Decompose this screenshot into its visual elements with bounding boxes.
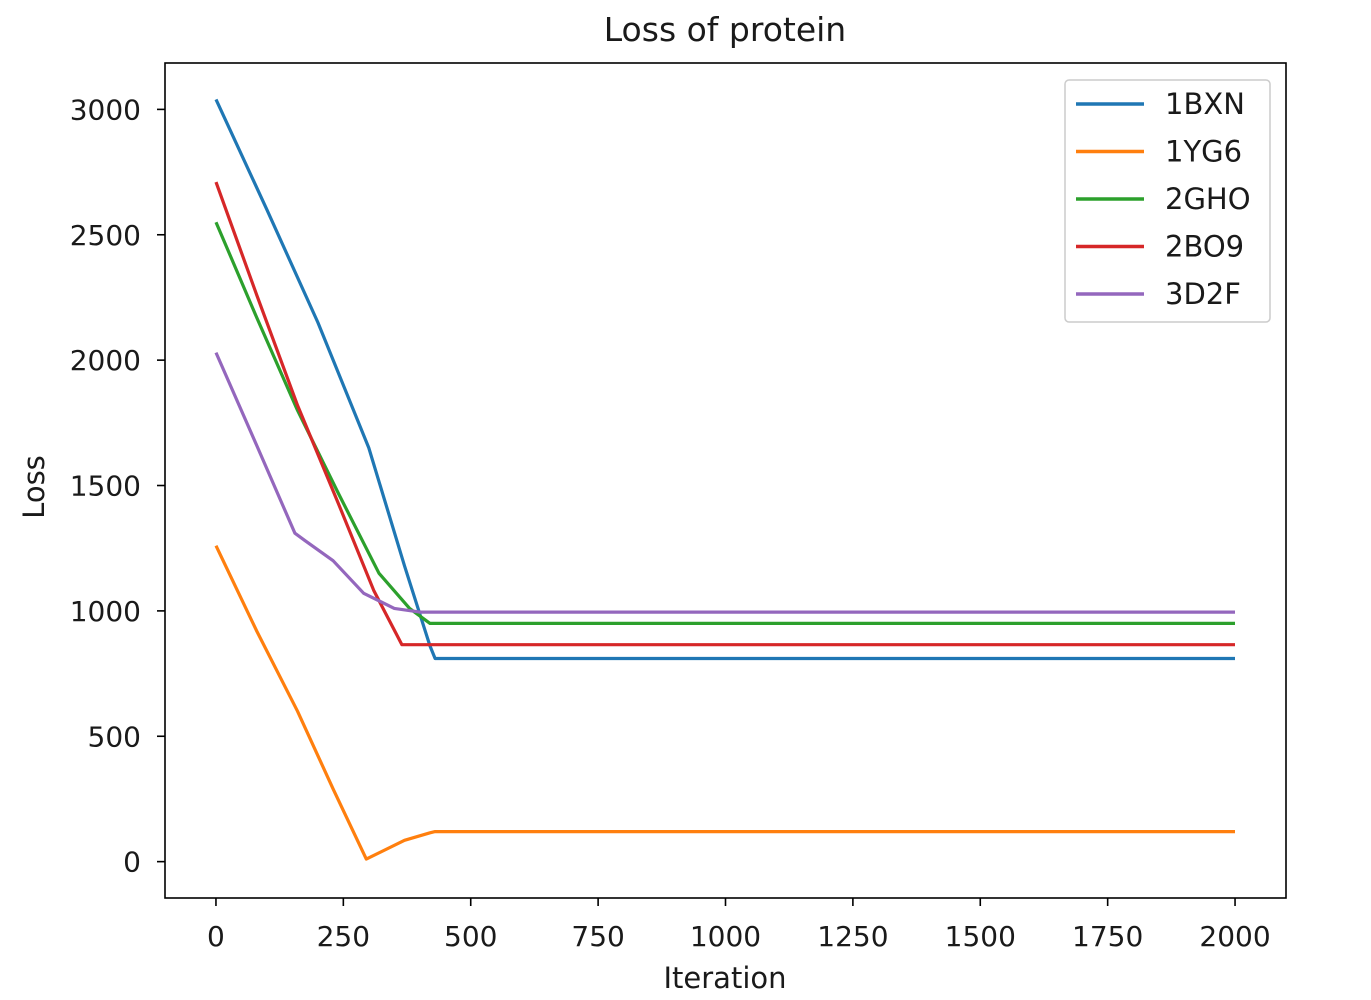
x-axis-title: Iteration	[663, 961, 786, 995]
axes: 0 250 500 750 1000 1250 1500 1750 2000 0 500 1000 15…	[70, 93, 1271, 953]
y-tick-label: 1500	[70, 470, 141, 503]
y-tick-label: 2500	[70, 219, 141, 252]
x-tick-label: 2000	[1199, 920, 1270, 953]
plot-frame	[164, 62, 1287, 899]
legend-label: 2BO9	[1165, 230, 1244, 264]
x-tick-label: 500	[444, 920, 497, 953]
x-tick-label: 0	[207, 920, 225, 953]
series-line-2bo9	[214, 181, 1235, 647]
y-axis-title: Loss	[17, 455, 51, 519]
series-line-3d2f	[214, 351, 1235, 614]
x-tick-label: 1750	[1072, 920, 1143, 953]
y-tick-label: 2000	[70, 344, 141, 377]
legend-label: 2GHO	[1165, 182, 1251, 216]
legend-label: 1BXN	[1165, 87, 1245, 121]
series-line-1yg6	[214, 545, 1235, 861]
series-lines	[214, 98, 1235, 861]
y-tick-label: 1000	[70, 595, 141, 628]
series-line-1bxn	[214, 98, 1235, 661]
x-tick-label: 1250	[817, 920, 888, 953]
legend-box	[1064, 79, 1271, 323]
y-tick-label: 3000	[70, 93, 141, 126]
y-tick-label: 500	[88, 720, 141, 753]
x-tick-label: 750	[571, 920, 624, 953]
legend-label: 1YG6	[1165, 135, 1242, 169]
legend-label: 3D2F	[1165, 277, 1241, 311]
chart-title: Loss of protein	[604, 10, 846, 49]
series-line-2gho	[214, 221, 1235, 626]
x-tick-label: 1500	[945, 920, 1016, 953]
x-tick-label: 250	[317, 920, 370, 953]
legend: 1BXN 1YG6 2GHO 2BO9 3D2F	[1064, 79, 1271, 323]
y-tick-label: 0	[123, 846, 141, 879]
x-tick-label: 1000	[690, 920, 761, 953]
